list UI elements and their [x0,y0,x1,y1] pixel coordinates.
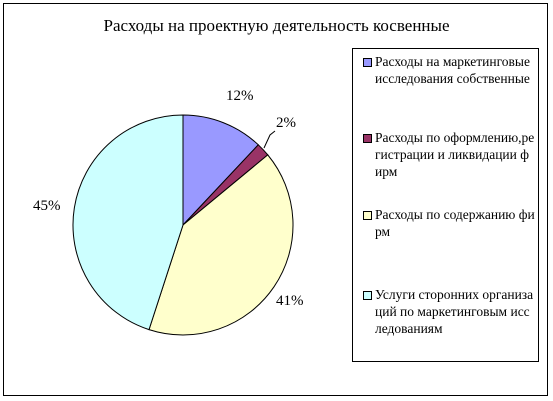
data-label-maintenance: 41% [276,293,304,309]
slice-maintenance [148,154,294,336]
slice-marketing [182,114,260,227]
data-label-outsourced: 45% [33,198,61,214]
legend-swatch [363,134,372,143]
legend-swatch [363,291,372,300]
slice-outsourced [72,114,184,331]
data-label-marketing: 12% [226,88,254,104]
legend-item-maintenance: Расходы по содержанию фирм [363,206,535,240]
data-label-registration: 2% [276,115,296,131]
chart-frame [3,3,548,396]
legend-item-outsourced: Услуги сторонних организаций по маркетин… [363,286,535,337]
legend-swatch [363,211,372,220]
legend-item-marketing: Расходы на маркетинговые исследования со… [363,53,535,87]
legend-label: Расходы по оформлению,регистрации и ликв… [375,130,535,179]
legend-label: Расходы на маркетинговые исследования со… [375,54,530,86]
chart-legend: Расходы на маркетинговые исследования со… [352,48,539,362]
leader-line [263,130,276,149]
legend-label: Услуги сторонних организаций по маркетин… [375,287,534,336]
legend-label: Расходы по содержанию фирм [375,207,535,239]
chart-title: Расходы на проектную деятельность косвен… [103,16,450,35]
legend-swatch [363,58,372,67]
legend-item-registration: Расходы по оформлению,регистрации и ликв… [363,129,535,180]
